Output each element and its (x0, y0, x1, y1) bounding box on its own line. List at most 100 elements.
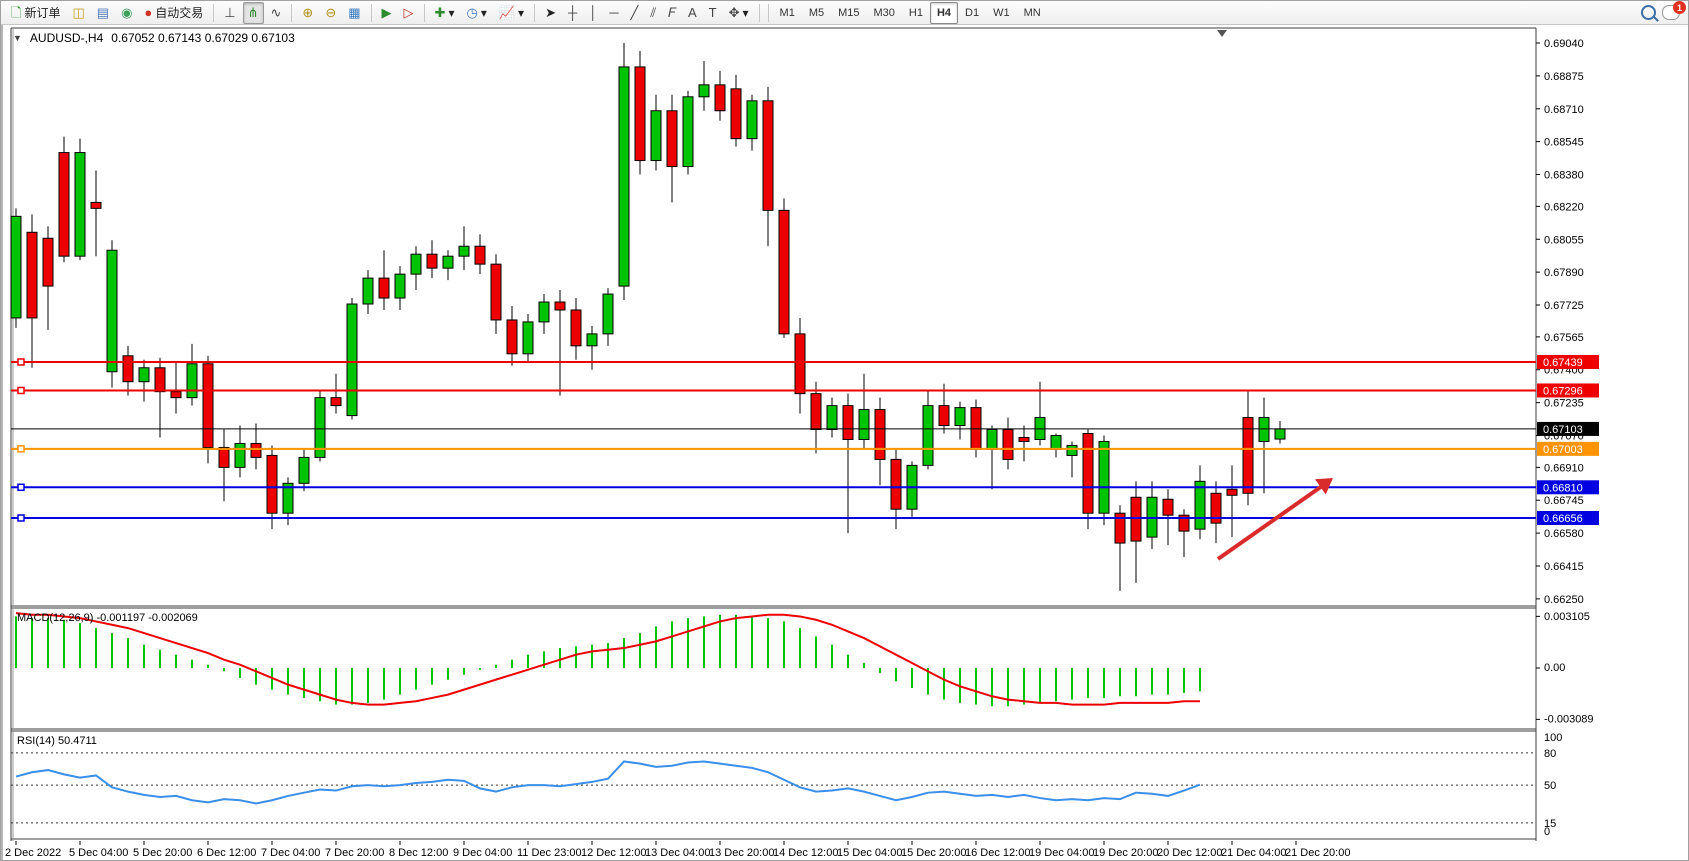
price-chart-canvas[interactable]: 0.69040 0.68875 0.68710 0.68545 0.68380 0.682… (3, 25, 1689, 861)
zoom-out-icon-glyph: ⊖ (325, 5, 337, 20)
svg-text:19 Dec 20:00: 19 Dec 20:00 (1093, 847, 1158, 859)
timeframe-button-m1[interactable]: M1 (779, 6, 795, 19)
timeframe-button-h1[interactable]: H1 (908, 6, 923, 19)
tile-windows-icon-glyph: ▦ (348, 5, 361, 20)
timeframe-button-w1[interactable]: W1 (993, 6, 1010, 19)
crosshair-tool-icon-glyph: ┼ (567, 5, 578, 20)
candlestick-series (10, 43, 1286, 591)
new-order-button[interactable]: 🗋 新订单 (6, 2, 65, 24)
cursor-tool-icon[interactable]: ➤ (540, 2, 561, 24)
svg-text:80: 80 (1544, 748, 1556, 760)
new-chart-glyph: ✚ (434, 5, 446, 20)
arrows-tool-icon[interactable]: ✥ ▾ (724, 2, 754, 24)
horizontal-level-lines[interactable] (11, 358, 1536, 522)
profiles-icon-glyph: ▤ (96, 5, 110, 20)
label-tool-icon[interactable]: T (704, 2, 722, 24)
timeframe-button-m30[interactable]: M30 (873, 6, 895, 19)
fibonacci-tool-icon[interactable]: 𝐹 (663, 2, 681, 24)
svg-text:0.67296: 0.67296 (1543, 385, 1583, 397)
svg-text:0.66250: 0.66250 (1544, 594, 1584, 606)
svg-text:0.66580: 0.66580 (1544, 528, 1584, 540)
macd-axis: 0.003105 0.00 -0.003089 (1536, 611, 1594, 725)
chart-shift-icon-glyph: ▷ (403, 5, 414, 20)
indicators-glyph: 📈 (498, 5, 516, 20)
svg-text:0: 0 (1544, 826, 1550, 838)
svg-text:0.66810: 0.66810 (1543, 482, 1583, 494)
periods-glyph: ◷ (466, 5, 478, 20)
svg-text:5 Dec 20:00: 5 Dec 20:00 (133, 847, 192, 859)
timeframe-button-m5[interactable]: M5 (808, 6, 825, 19)
tile-windows-icon[interactable]: ▦ (343, 2, 365, 24)
new-order-glyph: 🗋 (11, 5, 22, 20)
timeframe-button-m15[interactable]: M15 (838, 6, 860, 19)
rsi-axis: 100 80 50 150 (11, 732, 1562, 838)
chart-ohlc-readout: 0.67052 0.67143 0.67029 0.67103 (111, 31, 295, 45)
svg-text:0.66910: 0.66910 (1544, 462, 1584, 474)
svg-text:9 Dec 04:00: 9 Dec 04:00 (453, 847, 512, 859)
fibonacci-tool-icon-glyph: 𝐹 (668, 5, 676, 20)
svg-text:5 Dec 04:00: 5 Dec 04:00 (69, 847, 128, 859)
svg-text:2 Dec 2022: 2 Dec 2022 (5, 847, 61, 859)
crosshair-tool-icon[interactable]: ┼ (563, 2, 582, 24)
chart-symbol-title: AUDUSD-,H4 (29, 31, 104, 45)
bar-chart-type-icon-glyph: ⊥ (224, 5, 236, 20)
svg-text:0.003105: 0.003105 (1544, 611, 1590, 623)
timeframe-button-d1[interactable]: D1 (965, 6, 980, 19)
svg-text:6 Dec 12:00: 6 Dec 12:00 (197, 847, 256, 859)
svg-text:50: 50 (1544, 780, 1556, 792)
auto-scroll-icon[interactable]: ▶ (377, 2, 397, 24)
trendline-tool-icon[interactable]: ╱ (626, 2, 644, 24)
svg-text:0.67890: 0.67890 (1544, 267, 1584, 279)
new-chart-button-label: ▾ (448, 5, 455, 20)
arrows-tool-icon-glyph: ✥ (728, 5, 740, 20)
price-tags: 0.67439 0.67296 0.67003 0.66810 0.66656 0.671… (1537, 354, 1599, 525)
timeframe-button-h4[interactable]: H4 (929, 1, 959, 24)
svg-text:13 Dec 20:00: 13 Dec 20:00 (709, 847, 774, 859)
svg-text:0.67439: 0.67439 (1543, 357, 1583, 369)
timeframe-button-mn[interactable]: MN (1023, 6, 1041, 19)
trend-arrow-annotation[interactable] (1216, 478, 1333, 561)
svg-text:0.67565: 0.67565 (1544, 332, 1584, 344)
autotrading-button[interactable]: ● 自动交易 (139, 2, 208, 24)
chart-window-icon[interactable]: ◫ (67, 2, 89, 24)
svg-text:0.67103: 0.67103 (1543, 424, 1583, 436)
svg-text:-0.003089: -0.003089 (1544, 713, 1594, 725)
svg-text:0.67003: 0.67003 (1543, 444, 1583, 456)
horizontal-line-tool-icon[interactable]: ─ (604, 2, 623, 24)
rsi-indicator: RSI(14) 50.4711 (15, 735, 1201, 805)
svg-text:21 Dec 04:00: 21 Dec 04:00 (1221, 847, 1286, 859)
pane-frames (10, 27, 1537, 841)
market-watch-icon[interactable]: ◉ (116, 2, 137, 24)
new-chart-button[interactable]: ✚ ▾ (430, 2, 460, 24)
svg-text:8 Dec 12:00: 8 Dec 12:00 (389, 847, 448, 859)
price-axis: 0.69040 0.68875 0.68710 0.68545 0.68380 0.682… (1536, 38, 1584, 606)
chart-shift-marker[interactable] (1217, 30, 1227, 37)
svg-text:0.69040: 0.69040 (1544, 38, 1584, 50)
svg-text:100: 100 (1544, 732, 1562, 744)
chart-window-icon-glyph: ◫ (72, 5, 85, 20)
text-tool-icon[interactable]: A (683, 2, 702, 24)
svg-text:0.68875: 0.68875 (1544, 71, 1584, 83)
chart-shift-icon[interactable]: ▷ (399, 2, 419, 24)
time-axis: 2 Dec 2022 5 Dec 04:00 5 Dec 20:00 6 Dec 12… (5, 841, 1350, 859)
toolbar-separator (758, 3, 760, 22)
main-toolbar: 🗋 新订单 ◫ ▤ ◉ ● 自动交易 ⊥ ⋔ ∿ ⊕ ⊖ ▦ ▶ ▷ ✚ ▾ ◷ ▾ 📈 ▾ ➤ ┼ │ ─ ╱ ⫽ 𝐹 A T ✥ ▾ M1 M… (1, 1, 1688, 25)
autotrading-button-label: 自动交易 (155, 6, 204, 20)
label-tool-icon-glyph: T (708, 5, 717, 20)
chart-dropdown-icon[interactable]: ▼ (13, 33, 22, 43)
vertical-line-tool-icon-glyph: │ (589, 5, 598, 20)
profiles-icon[interactable]: ▤ (92, 2, 114, 24)
vertical-line-tool-icon[interactable]: │ (584, 2, 602, 24)
chat-icon[interactable]: 1 (1662, 1, 1686, 20)
channel-tool-icon[interactable]: ⫽ (645, 2, 661, 24)
line-chart-type-icon[interactable]: ∿ (266, 2, 287, 24)
toolbar-separator (423, 3, 425, 22)
zoom-in-icon[interactable]: ⊕ (297, 2, 318, 24)
candle-chart-type-icon[interactable]: ⋔ (242, 1, 264, 24)
bar-chart-type-icon[interactable]: ⊥ (219, 2, 240, 24)
search-icon[interactable] (1641, 5, 1656, 20)
horizontal-line-tool-icon-glyph: ─ (609, 5, 619, 20)
periods-button[interactable]: ◷ ▾ (461, 2, 491, 24)
zoom-out-icon[interactable]: ⊖ (320, 2, 341, 24)
indicators-button[interactable]: 📈 ▾ (494, 2, 529, 24)
